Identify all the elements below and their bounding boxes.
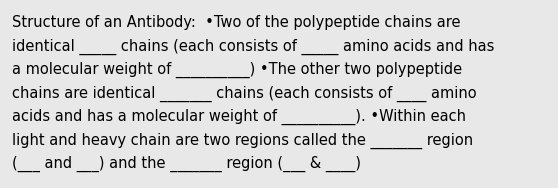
Text: identical _____ chains (each consists of _____ amino acids and has: identical _____ chains (each consists of… — [12, 39, 494, 55]
Text: chains are identical _______ chains (each consists of ____ amino: chains are identical _______ chains (eac… — [12, 86, 477, 102]
Text: light and heavy chain are two regions called the _______ region: light and heavy chain are two regions ca… — [12, 133, 473, 149]
Text: a molecular weight of __________) •The other two polypeptide: a molecular weight of __________) •The o… — [12, 62, 462, 78]
Text: Structure of an Antibody:  •Two of the polypeptide chains are: Structure of an Antibody: •Two of the po… — [12, 15, 460, 30]
Text: acids and has a molecular weight of __________). •Within each: acids and has a molecular weight of ____… — [12, 109, 466, 125]
Text: (___ and ___) and the _______ region (___ & ____): (___ and ___) and the _______ region (__… — [12, 156, 361, 172]
